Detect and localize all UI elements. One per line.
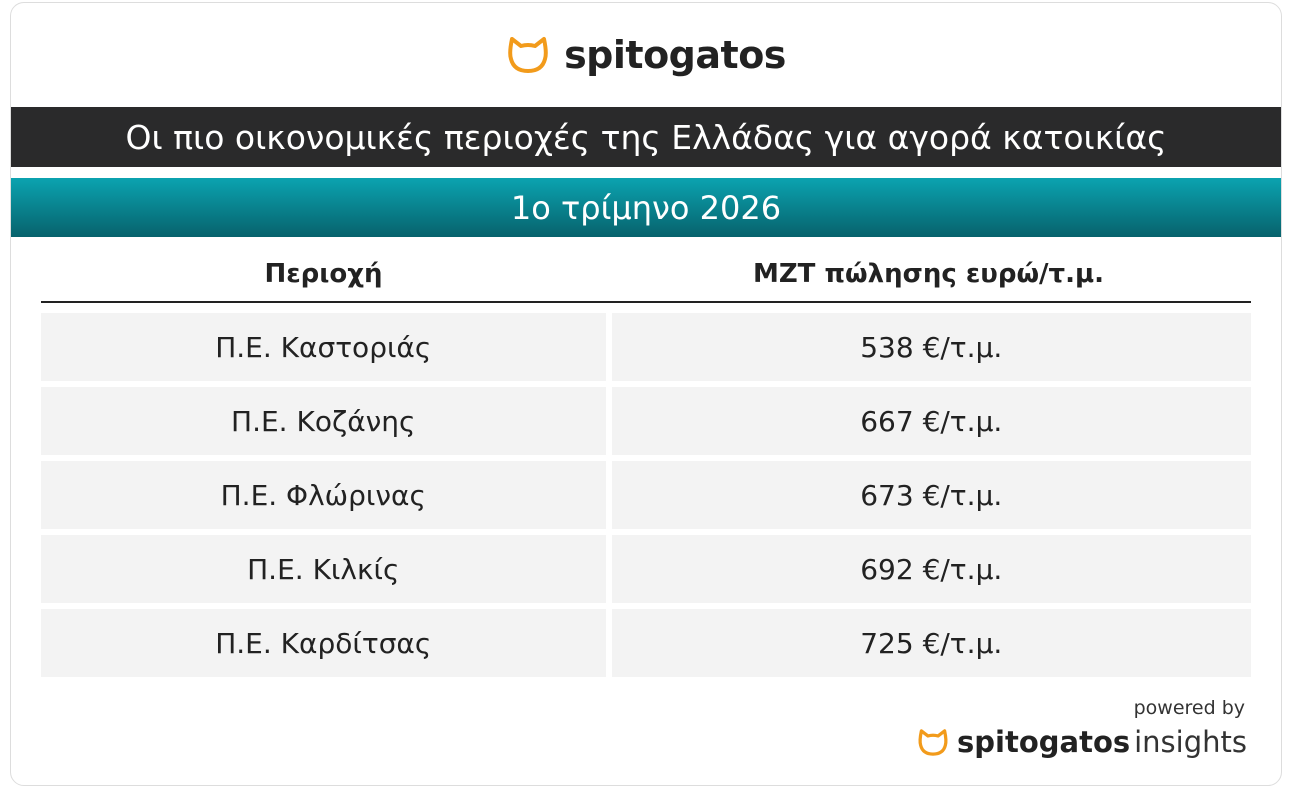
table-cell: Π.Ε. Φλώρινας [41, 461, 606, 529]
column-header: Περιοχή [264, 258, 383, 289]
table-cell: 667 €/τ.μ. [611, 387, 1251, 455]
title: Οι πιο οικονομικές περιοχές της Ελλάδας … [11, 107, 1281, 167]
table-cell: Π.Ε. Καρδίτσας [41, 609, 606, 677]
table-cell: Π.Ε. Κιλκίς [41, 535, 606, 603]
footer-product: insights [1134, 725, 1247, 759]
powered-by: powered by [1133, 697, 1245, 719]
cat-icon [918, 728, 948, 756]
table-cell: 538 €/τ.μ. [611, 313, 1251, 381]
logo: spitogatos [11, 33, 1281, 77]
table-body: Π.Ε. Καστοριάς 538 €/τ.μ. Π.Ε. Κοζάνης 667 … [41, 313, 1251, 683]
table-cell: Π.Ε. Κοζάνης [41, 387, 606, 455]
table-cell: 725 €/τ.μ. [611, 609, 1251, 677]
table-cell: Π.Ε. Καστοριάς [41, 313, 606, 381]
brand: spitogatos [564, 33, 786, 77]
table-header: Περιοχή ΜΖΤ πώλησης ευρώ/τ.μ. [41, 246, 1251, 303]
column-header: ΜΖΤ πώλησης ευρώ/τ.μ. [752, 258, 1105, 289]
table-cell: 673 €/τ.μ. [611, 461, 1251, 529]
table-cell: 692 €/τ.μ. [611, 535, 1251, 603]
footer-logo: spitogatos insights [917, 725, 1247, 759]
card: spitogatos Οι πιο οικονομικές περιοχές τ… [10, 2, 1282, 786]
subtitle: 1ο τρίμηνο 2026 [11, 178, 1281, 237]
table-row: Π.Ε. Φλώρινας 673 €/τ.μ. [41, 461, 1251, 529]
table-row: Π.Ε. Κοζάνης 667 €/τ.μ. [41, 387, 1251, 455]
footer-brand: spitogatos [957, 725, 1131, 759]
cat-icon [508, 37, 548, 73]
table-row: Π.Ε. Κιλκίς 692 €/τ.μ. [41, 535, 1251, 603]
table-row: Π.Ε. Καστοριάς 538 €/τ.μ. [41, 313, 1251, 381]
table-row: Π.Ε. Καρδίτσας 725 €/τ.μ. [41, 609, 1251, 677]
